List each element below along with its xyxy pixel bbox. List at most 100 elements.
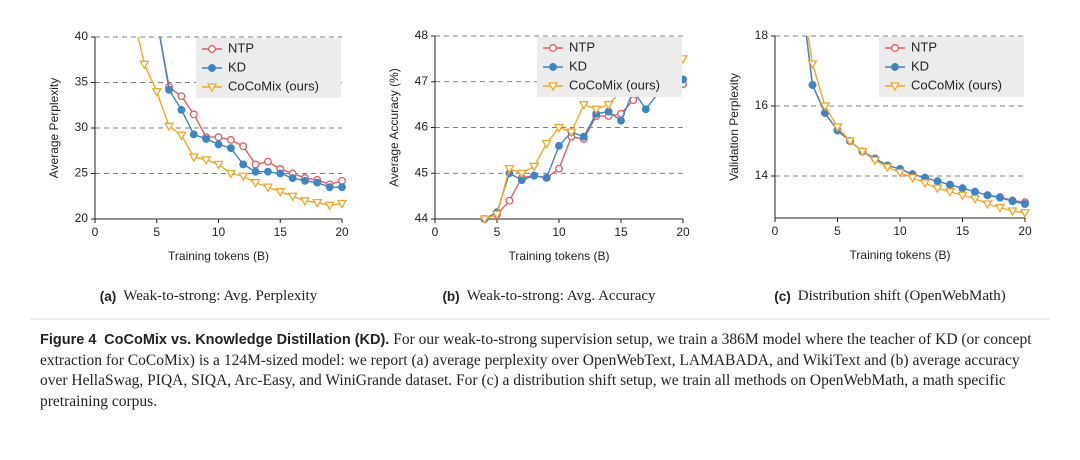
marker [165,85,174,94]
marker [994,203,1006,213]
marker [946,180,954,189]
legend-label: CoCoMix (ours) [228,78,319,93]
marker [177,92,186,101]
x-tick-label: 15 [614,225,628,239]
y-axis-label: Validation Perplexity [727,73,741,181]
marker [549,63,557,71]
marker [578,100,589,110]
y-tick-label: 14 [755,168,769,182]
y-tick-label: 35 [75,75,89,89]
marker [547,82,559,92]
marker [163,122,175,132]
marker [188,153,199,163]
marker [1019,209,1030,219]
marker [239,142,248,151]
marker [555,164,563,173]
marker [336,199,347,209]
x-tick-label: 20 [676,225,690,239]
marker [969,195,981,205]
marker [566,128,577,138]
x-axis-label: Training tokens (B) [850,248,951,262]
legend-label: NTP [228,40,254,55]
marker [541,139,552,149]
marker [202,134,211,143]
legend-label: CoCoMix (ours) [911,77,1002,92]
x-tick-label: 20 [1018,224,1032,238]
legend-label: KD [569,58,587,73]
marker [239,160,248,169]
x-tick-label: 5 [494,225,501,239]
marker [299,197,311,207]
legend: NTP KD CoCoMix (ours) [196,38,341,98]
marker [933,177,942,186]
x-tick-label: 10 [212,225,226,239]
subcaption-panel: (c) [774,289,791,304]
marker [288,174,297,182]
x-tick-label: 15 [956,224,970,238]
marker [549,44,557,52]
marker [957,191,968,201]
y-tick-label: 46 [415,120,429,134]
marker [617,116,625,125]
x-tick-label: 15 [274,225,288,239]
figure-caption: Figure 4 CoCoMix vs. Knowledge Distillat… [40,330,1045,412]
marker [208,64,216,72]
legend-label: CoCoMix (ours) [569,77,660,92]
caption-text: For our weak-to-strong supervision setup… [40,331,1032,410]
marker [213,160,224,170]
marker [971,187,979,196]
marker [832,123,843,133]
plot-area [805,36,1030,219]
y-tick-label: 47 [415,74,429,88]
marker [313,178,322,187]
marker [208,45,216,53]
marker [177,105,186,114]
marker [276,169,285,178]
series-line [159,37,343,186]
marker [996,193,1004,202]
marker [153,15,160,22]
marker [819,102,831,112]
subcaption: (b) Weak-to-strong: Avg. Accuracy [442,288,656,304]
marker [153,15,160,22]
y-axis-label: Average Perplexity [47,78,61,179]
legend: NTP KD CoCoMix (ours) [537,37,682,97]
legend-label: NTP [569,39,595,54]
marker [869,156,881,166]
subcaption-text: Weak-to-strong: Avg. Perplexity [123,288,317,304]
marker [553,123,565,133]
y-axis-label: Average Accuracy (%) [387,68,401,187]
marker [808,81,817,89]
marker [1007,207,1018,217]
marker [214,133,223,142]
marker [891,44,899,52]
x-tick-label: 10 [552,225,566,239]
marker [226,135,235,144]
marker [944,188,956,198]
marker [982,200,993,210]
x-tick-label: 0 [432,225,439,239]
marker [201,156,212,166]
marker [214,140,223,149]
marker [226,144,235,152]
marker [151,87,162,97]
y-tick-label: 44 [415,211,429,225]
y-tick-label: 45 [415,165,429,179]
marker [907,174,918,184]
x-tick-label: 20 [335,225,349,239]
x-tick-label: 0 [772,224,779,238]
marker [505,196,514,205]
figure: 20 25 30 35 40 0 5 10 15 20 NTP KD CoCoMix (ours) Tra… [30,15,1050,320]
x-tick-label: 5 [834,224,841,238]
marker [176,131,187,141]
x-tick-label: 5 [153,225,160,239]
marker [891,63,899,71]
marker [958,184,967,193]
marker [263,167,272,176]
marker [555,141,563,150]
marker [603,100,614,110]
marker [338,183,346,192]
plot-area [137,15,347,211]
x-tick-label: 10 [893,224,907,238]
